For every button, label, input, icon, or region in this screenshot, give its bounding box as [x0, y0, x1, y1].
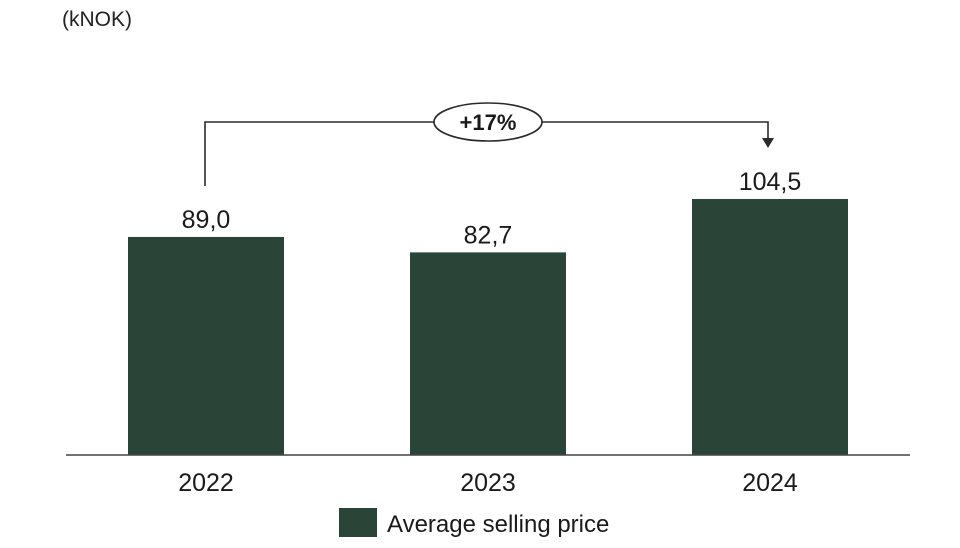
growth-oval	[433, 102, 543, 142]
legend-swatch	[339, 508, 377, 537]
unit-label: (kNOK)	[62, 8, 132, 31]
value-labels-group: 89,0 82,7 104,5	[182, 168, 802, 249]
bar-2024	[692, 198, 848, 455]
value-label-2023: 82,7	[464, 221, 513, 249]
x-tick-label-2024: 2024	[742, 469, 798, 497]
x-tick-label-2022: 2022	[178, 469, 234, 497]
x-tick-label-2023: 2023	[460, 469, 516, 497]
legend: Average selling price	[339, 508, 609, 538]
value-label-2024: 104,5	[739, 168, 802, 196]
bar-2023	[410, 252, 566, 455]
bar-2022	[128, 236, 284, 455]
growth-percent-label: +17%	[460, 110, 517, 135]
growth-arrowhead	[762, 138, 774, 148]
bars-group	[128, 198, 848, 455]
legend-label: Average selling price	[387, 511, 609, 538]
growth-annotation: +17%	[204, 102, 774, 186]
value-label-2022: 89,0	[182, 206, 231, 234]
x-tick-labels-group: 2022 2023 2024	[178, 469, 798, 497]
